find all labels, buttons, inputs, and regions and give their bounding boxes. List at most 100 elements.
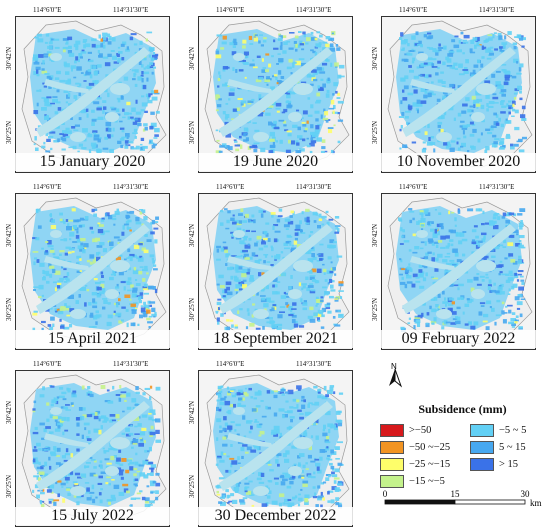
lake	[253, 486, 269, 496]
lake	[105, 289, 119, 299]
longitude-label-left: 114°6'0"E	[399, 183, 428, 191]
map-panel: 114°6'0"E 114°31'30"E 30°42'N 30°25'N 10 Nov…	[371, 6, 536, 173]
latitude-label-bottom: 30°25'N	[371, 120, 379, 144]
map-panel: 114°6'0"E 114°31'30"E 30°42'N 30°25'N 09 Feb…	[371, 183, 536, 350]
lake	[105, 112, 119, 122]
longitude-label-right: 114°31'30"E	[113, 360, 149, 368]
lake	[288, 289, 302, 299]
yangtze-river	[219, 401, 333, 491]
lake	[70, 309, 86, 319]
latitude-label-top: 30°42'N	[188, 223, 196, 247]
legend-swatch	[380, 458, 404, 471]
panel-date-label: 30 December 2022	[198, 507, 353, 525]
subsidence-map	[204, 20, 350, 168]
panel-date-label: 15 April 2021	[15, 330, 170, 348]
subsidence-pixels	[215, 208, 344, 331]
panel-date-label: 10 November 2020	[381, 153, 536, 171]
map-frame	[381, 16, 536, 173]
map-frame	[198, 370, 353, 527]
scale-bar-tick-label: 30	[521, 489, 531, 499]
legend-label: −5 ~ 5	[499, 425, 527, 436]
latitude-label-bottom: 30°25'N	[188, 120, 196, 144]
legend-label: −15 ~−5	[409, 476, 445, 487]
legend-item: −15 ~−5	[380, 475, 445, 488]
subsidence-map	[387, 197, 533, 345]
lake	[50, 53, 62, 61]
map-panel: 114°6'0"E 114°31'30"E 30°42'N 30°25'N 18 Sep…	[188, 183, 353, 350]
longitude-label-right: 114°31'30"E	[296, 183, 332, 191]
longitude-label-left: 114°6'0"E	[216, 360, 245, 368]
panel-date-label: 15 January 2020	[15, 153, 170, 171]
panel-date-label: 19 June 2020	[198, 153, 353, 171]
subsidence-map	[21, 374, 167, 522]
han-river	[44, 256, 90, 270]
legend-label: > 15	[499, 459, 519, 470]
lake	[436, 132, 452, 142]
map-frame	[15, 193, 170, 350]
latitude-label-top: 30°42'N	[188, 46, 196, 70]
panel-date-label: 09 February 2022	[381, 330, 536, 348]
yangtze-river	[219, 224, 333, 314]
longitude-label-left: 114°6'0"E	[33, 183, 62, 191]
legend-swatch	[380, 475, 404, 488]
longitude-label-left: 114°6'0"E	[33, 6, 62, 14]
subsidence-map	[204, 197, 350, 345]
lake	[110, 260, 130, 272]
map-frame	[381, 193, 536, 350]
lake	[436, 309, 452, 319]
latitude-label-top: 30°42'N	[188, 400, 196, 424]
lake	[110, 83, 130, 95]
latitude-label-top: 30°42'N	[371, 223, 379, 247]
subsidence-map	[21, 20, 167, 168]
yangtze-river	[36, 47, 150, 137]
legend-item: −25 ~−15	[380, 458, 450, 471]
scale-bar-segment	[384, 499, 456, 505]
lake	[253, 309, 269, 319]
map-frame	[198, 16, 353, 173]
lake	[233, 53, 245, 61]
lake	[70, 486, 86, 496]
lake	[110, 437, 130, 449]
legend-swatch	[470, 424, 494, 437]
han-river	[410, 256, 456, 270]
legend-item: 5 ~ 15	[470, 441, 526, 454]
lake	[476, 83, 496, 95]
lake	[476, 260, 496, 272]
legend-item: > 15	[470, 458, 518, 471]
subsidence-map	[21, 197, 167, 345]
han-river	[227, 79, 273, 93]
yangtze-river	[36, 401, 150, 491]
legend-item: >−50	[380, 424, 431, 437]
legend-item: −5 ~ 5	[470, 424, 526, 437]
longitude-label-right: 114°31'30"E	[296, 6, 332, 14]
latitude-label-bottom: 30°25'N	[5, 120, 13, 144]
map-panel: 114°6'0"E 114°31'30"E 30°42'N 30°25'N 15 Jul…	[5, 360, 170, 527]
panel-date-label: 15 July 2022	[15, 507, 170, 525]
map-frame	[15, 16, 170, 173]
map-panel: 114°6'0"E 114°31'30"E 30°42'N 30°25'N 15 Jan…	[5, 6, 170, 173]
lake	[293, 437, 313, 449]
longitude-label-right: 114°31'30"E	[479, 6, 515, 14]
subsidence-map	[387, 20, 533, 168]
scale-bar-unit: km	[530, 498, 542, 508]
lake	[253, 132, 269, 142]
han-river	[44, 433, 90, 447]
north-label: N	[391, 362, 397, 371]
legend-label: −25 ~−15	[409, 459, 451, 470]
yangtze-river	[402, 47, 516, 137]
map-frame	[15, 370, 170, 527]
lake	[416, 230, 428, 238]
longitude-label-left: 114°6'0"E	[399, 6, 428, 14]
lake	[416, 53, 428, 61]
scale-bar-segment	[454, 499, 526, 505]
legend-swatch	[470, 441, 494, 454]
map-panel: 114°6'0"E 114°31'30"E 30°42'N 30°25'N 19 Jun…	[188, 6, 353, 173]
latitude-label-bottom: 30°25'N	[371, 297, 379, 321]
scale-bar-tick-label: 15	[451, 489, 461, 499]
longitude-label-right: 114°31'30"E	[113, 6, 149, 14]
longitude-label-left: 114°6'0"E	[216, 183, 245, 191]
panel-date-label: 18 September 2021	[198, 330, 353, 348]
legend-swatch	[470, 458, 494, 471]
scale-bar-tick-label: 0	[383, 489, 388, 499]
